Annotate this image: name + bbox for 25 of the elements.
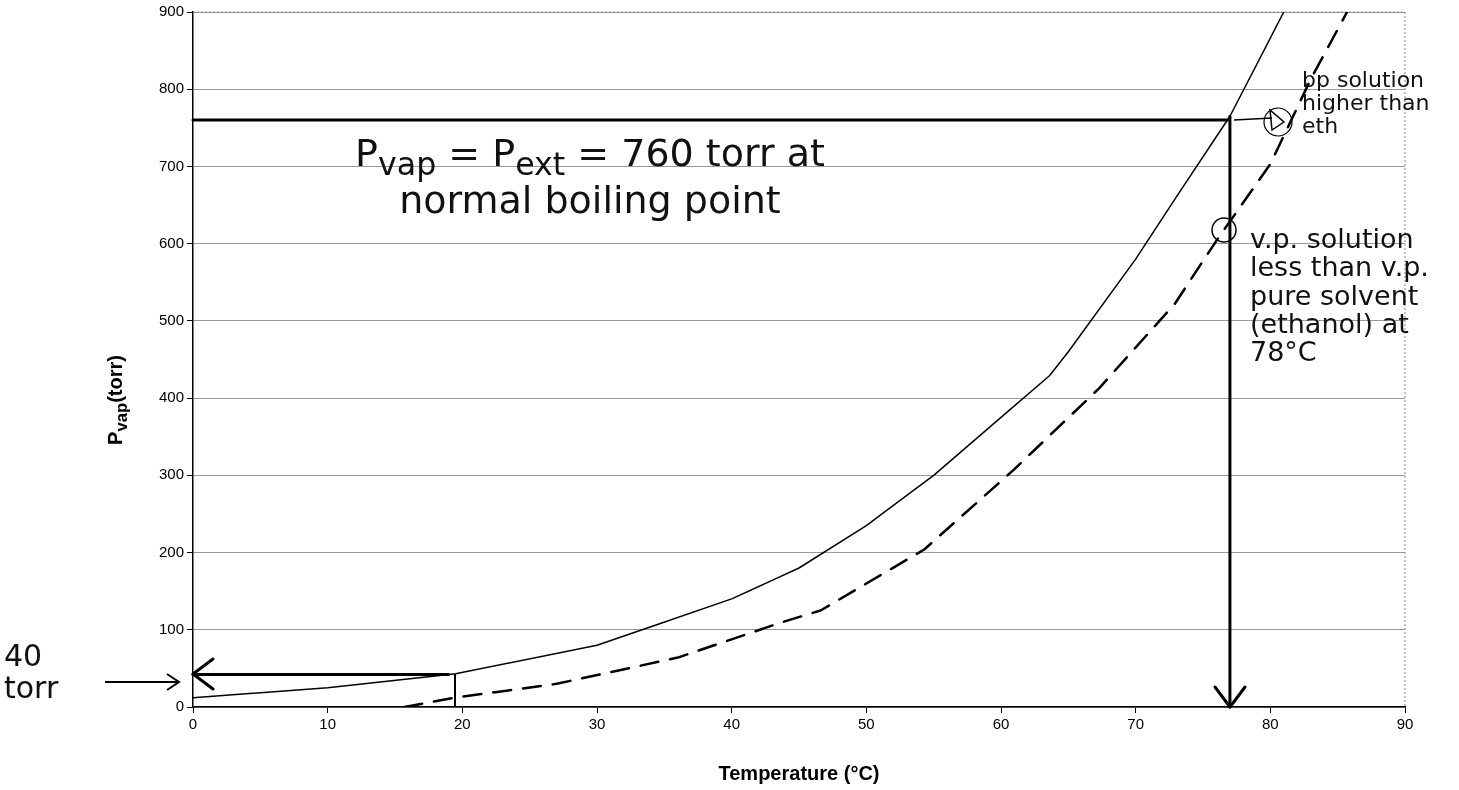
annotation: bp solution higher than eth	[1302, 67, 1431, 139]
y-tick-label: 400	[158, 388, 184, 406]
x-tick-label: 90	[1396, 715, 1414, 733]
x-tick-label: 80	[1261, 715, 1279, 733]
y-tick-label: 0	[175, 697, 184, 715]
x-tick-label: 40	[723, 715, 741, 733]
text: 40 torr	[4, 638, 60, 705]
annotation: P$_{vap}$ = P$_{ext}$ = 760 torr at normal boiling point	[354, 131, 826, 222]
x-tick-label: 10	[319, 715, 337, 733]
annotation: v.p. solution less than v.p. pure solvent (ethanol) at 78°C	[1250, 223, 1430, 368]
y-tick-label: 600	[158, 233, 184, 251]
y-tick-label: 200	[158, 542, 184, 560]
x-tick-label: 60	[992, 715, 1010, 733]
x-tick-label: 70	[1127, 715, 1145, 733]
y-tick-label: 900	[158, 2, 184, 20]
y-tick-label: 700	[158, 156, 184, 174]
x-tick-label: 30	[588, 715, 606, 733]
x-axis-title: Temperature (°C)	[718, 761, 880, 784]
x-tick-label: 20	[453, 715, 471, 733]
y-tick-label: 300	[158, 465, 184, 483]
y-tick-label: 800	[158, 79, 184, 97]
y-tick-label: 500	[158, 311, 184, 329]
x-tick-label: 0	[188, 715, 198, 733]
x-tick-label: 50	[857, 715, 875, 733]
y-tick-label: 100	[158, 619, 184, 637]
